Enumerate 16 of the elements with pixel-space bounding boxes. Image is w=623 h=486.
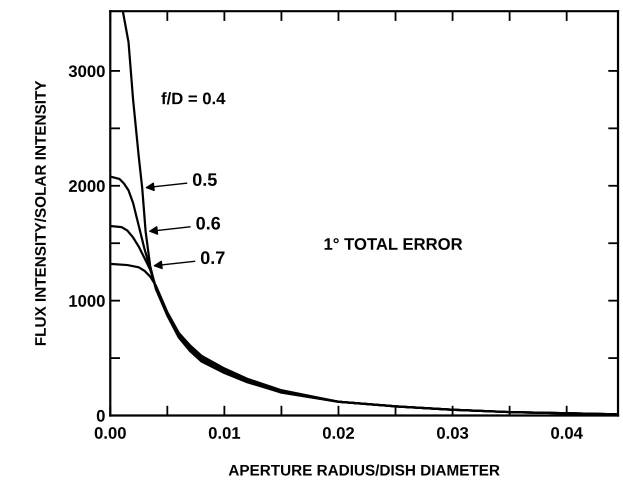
x-tick-label: 0.03 bbox=[437, 427, 468, 439]
y-tick-label: 2000 bbox=[68, 180, 105, 192]
x-tick-label: 0.00 bbox=[94, 427, 126, 439]
annotation: 0.7 bbox=[200, 251, 225, 264]
y-tick-label: 3000 bbox=[68, 65, 105, 78]
y-axis-title: FLUX INTENSITY/SOLAR INTENSITY bbox=[34, 80, 46, 346]
annotation: 0.5 bbox=[192, 173, 217, 186]
annotation: f/D = 0.4 bbox=[161, 92, 226, 105]
x-axis-title: APERTURE RADIUS/DISH DIAMETER bbox=[228, 464, 500, 476]
y-tick-label: 0 bbox=[96, 410, 105, 422]
x-tick-label: 0.02 bbox=[322, 427, 354, 439]
y-tick-label: 1000 bbox=[69, 295, 105, 307]
annotation: 0.6 bbox=[196, 216, 220, 230]
annotation: 1° TOTAL ERROR bbox=[324, 238, 462, 250]
x-tick-label: 0.04 bbox=[551, 427, 583, 439]
x-tick-label: 0.01 bbox=[208, 427, 240, 439]
